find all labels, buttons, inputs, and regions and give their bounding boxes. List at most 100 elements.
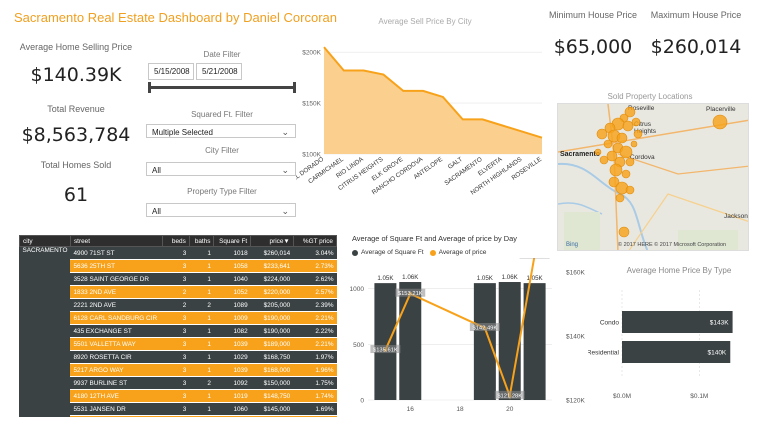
cell-beds: 3 [162, 415, 190, 417]
cell-street: 1833 2ND AVE [70, 285, 163, 299]
combo-x-tick: 16 [407, 406, 415, 413]
cell-pct: 1.97% [293, 350, 337, 364]
date-slider-start-handle[interactable] [148, 82, 151, 93]
combo-bar[interactable] [523, 283, 546, 400]
cell-pct: 3.04% [293, 246, 337, 260]
cell-street: 8920 ROSETTA CIR [70, 350, 163, 364]
map-background [558, 104, 748, 250]
min-price-value: $65,000 [553, 36, 633, 58]
combo-line-label-group: $153.21K [395, 288, 426, 297]
combo-chart-legend: Average of Square Ft Average of price [352, 249, 486, 256]
cell-sqft: 1092 [213, 376, 251, 390]
scroll-down-icon[interactable]: ⌄ [330, 407, 336, 414]
cell-pct: 1.74% [293, 389, 337, 403]
combo-bar[interactable] [473, 283, 496, 400]
combo-bar[interactable] [374, 283, 397, 400]
combo-bar-label: 1.05K [377, 275, 394, 282]
table-row[interactable]: 2221 2ND AVE 2 2 1089 $205,000 2.39% [20, 298, 337, 312]
table-row[interactable]: 5531 JANSEN DR 3 1 1060 $145,000 1.69% [20, 402, 337, 416]
cell-street: 4900 71ST ST [70, 246, 163, 260]
combo-y-right-tick: $120K [566, 398, 585, 405]
map-place-label: Citrus Heights [634, 121, 657, 135]
cell-price: $168,000 [250, 363, 294, 377]
cell-street: 5636 25TH ST [70, 259, 163, 273]
combo-bar[interactable] [498, 282, 521, 400]
cell-pct: 2.39% [293, 298, 337, 312]
map-bubbles[interactable] [558, 104, 749, 251]
combo-line-label-group: $142.49K [469, 323, 500, 332]
date-slider-end-handle[interactable] [293, 82, 296, 93]
table-row[interactable]: 5217 ARGO WAY 3 1 1039 $168,000 1.96% [20, 363, 337, 377]
cell-pct: 1.96% [293, 363, 337, 377]
cell-price: $224,000 [250, 272, 294, 286]
cell-sqft: 1040 [213, 272, 251, 286]
type-filter-dropdown[interactable]: All ⌄ [146, 203, 296, 217]
cell-pct: 2.62% [293, 272, 337, 286]
area-y-tick: $150K [302, 101, 321, 108]
cell-price: $145,000 [250, 402, 294, 416]
table-row[interactable]: 1833 2ND AVE 2 1 1052 $220,000 2.57% [20, 285, 337, 299]
area-chart-line [323, 46, 543, 139]
column-header-sorted[interactable]: price▼ [250, 235, 294, 247]
column-header[interactable]: city [19, 235, 71, 247]
map-place-label: Jackson [724, 213, 748, 220]
table-row[interactable]: 9937 BURLINE ST 3 2 1092 $150,000 1.75% [20, 376, 337, 390]
cell-street: 3174 NORTHVIEW DR [70, 415, 163, 417]
date-start-input[interactable]: 5/15/2008 [148, 63, 194, 80]
table-row[interactable]: 5501 VALLETTA WAY 3 1 1039 $189,000 2.21% [20, 337, 337, 351]
type-chart: $0.0M $0.1M Condo $143K Residential $140K [588, 290, 733, 400]
column-header[interactable]: baths [188, 235, 215, 247]
date-filter-label: Date Filter [203, 50, 241, 59]
table-row[interactable]: 5636 25TH ST 3 1 1058 $233,641 2.73% [20, 259, 337, 273]
column-header[interactable]: Square Ft [213, 235, 252, 247]
area-y-tick: $200K [302, 50, 321, 57]
cell-beds: 3 [162, 246, 190, 260]
area-y-tick: $100K [302, 152, 321, 159]
combo-y-left-tick: 500 [353, 342, 364, 349]
city-filter-dropdown[interactable]: All ⌄ [146, 162, 296, 176]
property-map[interactable]: Roseville Citrus Heights Placerville Sac… [557, 103, 749, 251]
cell-price: $168,750 [250, 350, 294, 364]
property-table[interactable]: city street beds baths Square Ft price▼ … [19, 235, 337, 417]
cell-beds: 3 [162, 363, 190, 377]
sqft-filter-dropdown[interactable]: Multiple Selected ⌄ [146, 124, 296, 138]
combo-bar[interactable] [399, 282, 422, 400]
min-price-label: Minimum House Price [548, 10, 638, 20]
cell-beds: 3 [162, 259, 190, 273]
type-bar[interactable] [622, 311, 733, 333]
table-row[interactable]: 6128 CARL SANDBURG CIR 3 1 1009 $190,000 2.21… [20, 311, 337, 325]
cell-baths: 2 [189, 376, 214, 390]
table-row[interactable]: 3528 SAINT GEORGE DR 3 1 1040 $224,000 2.62% [20, 272, 337, 286]
combo-line-label-group: $135.61K [370, 345, 401, 354]
column-header[interactable]: beds [161, 235, 190, 247]
cell-price: $190,000 [250, 324, 294, 338]
table-row[interactable]: 435 EXCHANGE ST 3 1 1082 $190,000 2.22% [20, 324, 337, 338]
type-filter-value: All [152, 207, 161, 216]
column-header[interactable]: street [69, 235, 163, 247]
combo-bar-label: 1.05K [527, 275, 544, 282]
table-row[interactable]: 4180 12TH AVE 3 1 1019 $148,750 1.74% [20, 389, 337, 403]
date-end-input[interactable]: 5/21/2008 [196, 63, 242, 80]
combo-line-label-bg [519, 258, 550, 259]
cell-sqft: 1080 [213, 415, 251, 417]
combo-bar-label: 1.06K [402, 274, 419, 281]
cell-price: $205,000 [250, 298, 294, 312]
column-header[interactable]: %GT price [292, 235, 337, 247]
cell-sqft: 1082 [213, 324, 251, 338]
legend-entry: Average of price [438, 249, 487, 256]
type-filter-label: Property Type Filter [187, 187, 257, 196]
area-chart-title: Average Sell Price By City [378, 17, 472, 26]
cell-price: $140,000 [250, 415, 294, 417]
table-row[interactable]: 8920 ROSETTA CIR 3 1 1029 $168,750 1.97% [20, 350, 337, 364]
date-slider-track[interactable] [149, 86, 295, 89]
combo-line-label-bg [370, 345, 401, 354]
combo-x-tick: 18 [456, 406, 464, 413]
avg-price-value: $140.39K [30, 64, 122, 86]
city-filter-value: All [152, 166, 161, 175]
combo-bar-label: 1.06K [502, 274, 519, 281]
type-bar[interactable] [622, 341, 731, 363]
table-row[interactable]: SACRAMENTO 4900 71ST ST 3 1 1018 $260,014 3.04… [19, 246, 337, 417]
map-place-label: Cordova [630, 154, 655, 161]
cell-price: $233,641 [250, 259, 294, 273]
